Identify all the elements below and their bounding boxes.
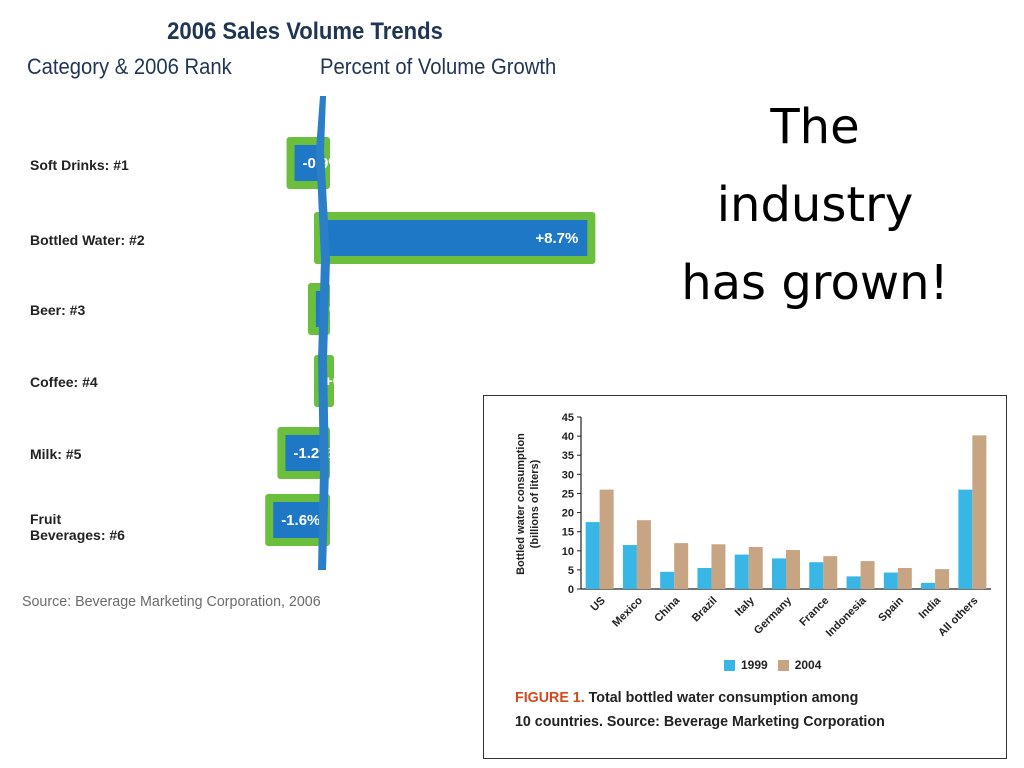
growth-header: Percent of Volume Growth [320,54,557,79]
x-tick-label: France [797,595,831,629]
bar-1999 [846,576,861,589]
x-tick-label: Mexico [610,594,645,629]
x-tick-label: Italy [733,594,758,619]
x-tick-label: China [652,594,683,625]
bar-value-label: -0.2% [324,301,363,318]
legend-label-2004: 2004 [794,658,822,672]
figure-caption: FIGURE 1. Total bottled water consumptio… [515,686,971,734]
legend-swatch-1999 [724,659,735,671]
bottled-water-figure: 0 5 10 15 20 25 30 35 40 45 Bottled water consumpt… [483,395,1007,759]
growth-bars-svg: -0.9%+8.7%-0.2%+0.1%-1.2%-1.6% [265,96,596,570]
x-tick-label: Spain [876,594,906,624]
bar-1999 [883,572,898,589]
y-tick-label: 45 [562,412,574,424]
x-tick-label: India [917,594,944,621]
legend-label-1999: 1999 [741,658,768,672]
bar-1999 [660,571,675,589]
bar-2004 [636,520,651,589]
bar-2004 [674,543,689,589]
bar-1999 [622,545,637,589]
legend-swatch-2004 [777,659,789,671]
y-tick-label: 15 [562,527,574,539]
bar-2004 [897,567,912,589]
headline-text: The industry has grown! [640,88,990,322]
bar-2004 [711,544,726,589]
y-axis-label: Bottled water consumption [515,433,527,575]
bar-1999 [809,562,824,589]
x-tick-label: Brazil [690,595,720,625]
bar-2004 [972,435,987,589]
chart-legend: 1999 2004 [724,658,821,672]
bar-1999 [585,522,600,589]
y-tick-label: 30 [562,469,574,481]
y-tick-label: 10 [562,546,574,558]
bar-2004 [786,550,800,589]
category-label: Milk: #5 [30,446,82,462]
bar-value-label: +0.1% [324,373,367,390]
consumption-chart-svg: 0 5 10 15 20 25 30 35 40 45 Bottled water consumpt… [515,412,991,639]
bar-2004 [823,556,838,589]
x-tick-label: All others [936,595,980,639]
bar-2004 [935,569,950,589]
caption-text: Total bottled water consumption among [584,689,859,706]
chart-source: Source: Beverage Marketing Corporation, … [22,593,321,610]
headline-line: The [770,99,860,155]
bar-2004 [599,489,614,589]
y-tick-label: 20 [562,508,574,520]
bar-1999 [958,489,973,589]
bar-1999 [772,558,786,589]
headline-line: has grown! [681,255,949,311]
growth-bar [322,220,588,256]
bar-value-label: -1.6% [281,512,320,529]
headline-line: industry [716,177,914,233]
x-tick-label: Germany [752,594,795,637]
bar-1999 [697,567,712,589]
y-tick-label: 0 [568,584,574,596]
sales-volume-chart: 2006 Sales Volume Trends Category & 2006… [22,18,596,610]
figure-number: FIGURE 1. [515,689,585,706]
zero-axis [316,96,330,570]
bar-1999 [734,554,749,589]
category-label: Beer: #3 [30,302,86,318]
category-label: Coffee: #4 [30,374,98,390]
y-tick-label: 5 [568,565,574,577]
bar-1999 [921,582,936,589]
chart-title: 2006 Sales Volume Trends [167,18,443,45]
x-tick-label: Indonesia [824,594,869,639]
y-tick-label: 25 [562,488,574,500]
growth-bar [285,435,322,471]
bar-value-label: +8.7% [535,230,578,247]
x-tick-label: US [588,595,607,614]
y-tick-label: 40 [562,431,574,443]
y-tick-label: 35 [562,450,574,462]
growth-bar [315,291,322,327]
y-axis-label: (billions of liters) [529,459,541,548]
category-label: Soft Drinks: #1 [30,157,129,173]
bar-2004 [748,546,763,589]
category-label: Fruit Beverages: #6 [30,511,125,543]
category-label: Bottled Water: #2 [30,232,145,248]
bar-2004 [860,561,875,589]
caption-text: 10 countries. Source: Beverage Marketing… [515,713,885,730]
growth-bar [273,502,322,538]
category-header: Category & 2006 Rank [27,54,232,79]
